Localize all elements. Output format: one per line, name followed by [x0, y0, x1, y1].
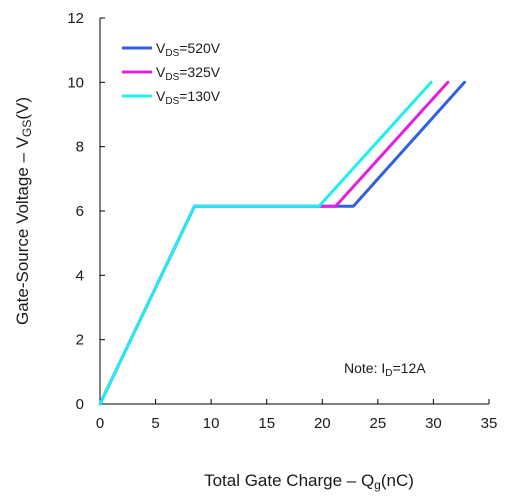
series-line	[98, 80, 450, 406]
x-tick-label: 15	[258, 415, 275, 432]
y-tick-label: 2	[76, 332, 84, 349]
y-tick-label: 4	[76, 267, 84, 284]
y-ticks: 0 2 4 6 8 10 12	[67, 10, 105, 413]
subscript: DS	[165, 48, 179, 59]
y-tick-label: 10	[67, 74, 84, 91]
legend: VDS=520V VDS=325V VDS=130V	[122, 40, 221, 107]
note-annotation: Note: ID=12A	[344, 360, 426, 379]
y-axis-label: Gate-Source Voltage – VGS(V)	[13, 97, 34, 325]
subscript: DS	[165, 72, 179, 83]
x-tick-label: 30	[425, 415, 442, 432]
x-tick-label: 20	[314, 415, 331, 432]
x-tick-label: 25	[370, 415, 387, 432]
subscript: g	[374, 478, 381, 492]
legend-label: VDS=130V	[156, 88, 221, 107]
subscript: GS	[20, 120, 34, 137]
x-tick-label: 10	[203, 415, 220, 432]
y-tick-label: 8	[76, 139, 84, 156]
y-tick-label: 6	[76, 203, 84, 220]
legend-label: VDS=520V	[156, 40, 221, 59]
note-text: Note: ID=12A	[344, 360, 426, 379]
x-ticks: 0 5 10 15 20 25 30 35	[96, 399, 498, 432]
series-line	[98, 80, 433, 406]
y-tick-label: 12	[67, 10, 84, 27]
series-group	[98, 80, 466, 406]
x-axis-label: Total Gate Charge – Qg(nC)	[204, 471, 414, 492]
x-tick-label: 5	[151, 415, 159, 432]
subscript: D	[385, 368, 392, 379]
legend-label: VDS=325V	[156, 64, 221, 83]
y-tick-label: 0	[76, 396, 84, 413]
series-line	[98, 80, 466, 406]
x-tick-label: 0	[96, 415, 104, 432]
x-tick-label: 35	[481, 415, 498, 432]
subscript: DS	[165, 96, 179, 107]
